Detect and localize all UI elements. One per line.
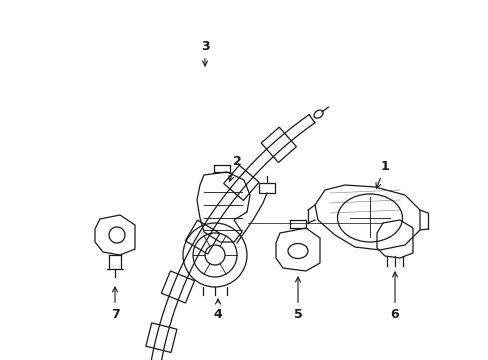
Text: 3: 3 xyxy=(200,40,209,66)
Text: 7: 7 xyxy=(110,287,119,321)
Text: 2: 2 xyxy=(228,155,241,181)
Text: 5: 5 xyxy=(293,277,302,321)
Text: 4: 4 xyxy=(213,299,222,321)
Text: 1: 1 xyxy=(375,160,388,188)
Text: 6: 6 xyxy=(390,272,399,321)
